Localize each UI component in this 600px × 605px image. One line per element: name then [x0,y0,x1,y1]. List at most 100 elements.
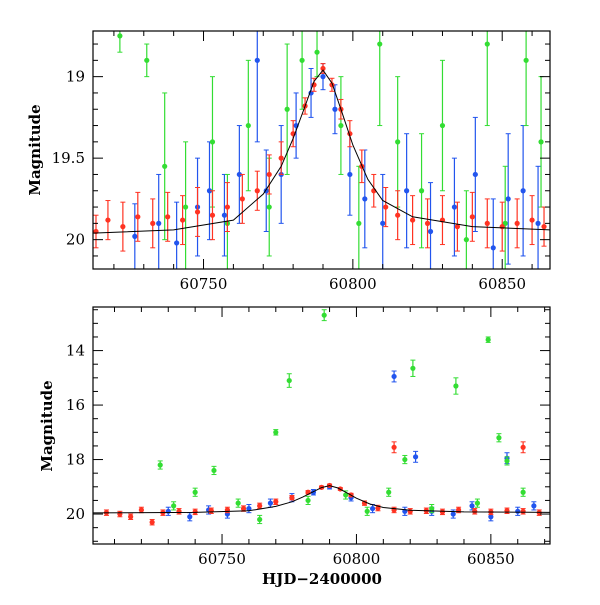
data-point [332,106,338,112]
panel-2-plot-area [93,309,550,526]
data-point [469,214,475,220]
data-point [520,489,526,495]
data-point [484,220,490,226]
data-point [299,57,305,63]
y-tick-label: 19.5 [52,149,85,167]
data-point [120,224,126,230]
data-point [485,337,491,343]
x-tick-label: 60800 [333,550,381,568]
data-point [144,57,150,63]
y-tick-label: 20 [66,231,85,249]
data-point [347,171,353,178]
y-tick-label: 14 [66,342,85,360]
x-tick-label: 60850 [467,550,515,568]
data-point [194,209,201,215]
data-point [362,196,368,202]
data-point [484,41,490,47]
data-point [257,503,263,509]
data-point [338,122,344,129]
data-point [162,163,168,169]
bottom-panel-xlabel: HJD−2400000 [262,570,382,588]
data-point [235,500,241,506]
data-point [450,511,456,517]
data-point [541,224,547,230]
data-point [135,214,141,220]
data-point [221,212,228,218]
data-point [209,212,216,218]
data-point [321,312,327,318]
data-point [266,204,272,210]
data-point [211,467,217,474]
data-point [208,508,214,514]
data-point [451,204,458,210]
data-point [273,429,279,435]
data-point [150,220,156,226]
top-panel-ylabel: Magnitude [26,104,44,195]
x-tick-label: 60750 [180,275,228,293]
data-point [418,188,425,194]
data-point [209,139,216,145]
data-point [391,444,397,450]
data-point [454,224,461,230]
data-point [515,508,521,514]
data-point [412,454,419,460]
data-point [254,188,260,194]
panel-1-plot-area [93,31,550,269]
data-point [488,514,494,520]
x-tick-label: 60750 [198,550,246,568]
data-point [149,519,155,525]
data-point [117,33,123,39]
y-tick-label: 19 [66,68,85,86]
data-point [187,514,193,520]
data-point [472,508,478,514]
data-point [391,373,397,380]
data-point [463,237,469,243]
data-point [364,508,370,514]
data-point [490,245,496,251]
data-point [314,49,320,55]
data-point [472,171,478,178]
data-point [520,444,526,450]
data-point [380,220,386,226]
data-point [236,171,242,178]
data-point [356,220,362,226]
data-point [289,495,295,501]
data-point [157,462,163,468]
data-point [266,171,272,178]
data-point [165,508,171,514]
data-point [469,503,475,509]
data-point [182,204,189,210]
data-point [254,57,260,63]
data-point [206,188,213,194]
data-point [239,196,245,202]
data-point [171,503,177,509]
data-point [192,489,198,495]
y-tick-label: 20 [66,505,85,523]
data-point [245,122,251,129]
model-curve [93,485,550,514]
y-tick-label: 16 [66,396,85,414]
data-point [369,505,376,512]
data-point [224,204,231,210]
data-point [105,217,111,223]
data-point [240,505,247,512]
data-point [520,188,526,194]
data-point [246,505,252,512]
data-point [286,377,292,384]
data-point [439,509,446,515]
panel-2-frame [92,306,551,545]
data-point [395,212,401,218]
data-point [117,511,123,517]
data-point [156,220,162,226]
data-point [474,500,481,506]
data-point [439,122,446,129]
data-point [138,507,144,513]
data-point [278,155,284,161]
bottom-panel-ylabel: Magnitude [38,380,56,471]
data-point [407,508,413,514]
data-point [377,41,383,47]
data-point [174,240,180,246]
data-point [192,509,198,515]
data-point [404,188,410,194]
data-point [538,139,544,145]
